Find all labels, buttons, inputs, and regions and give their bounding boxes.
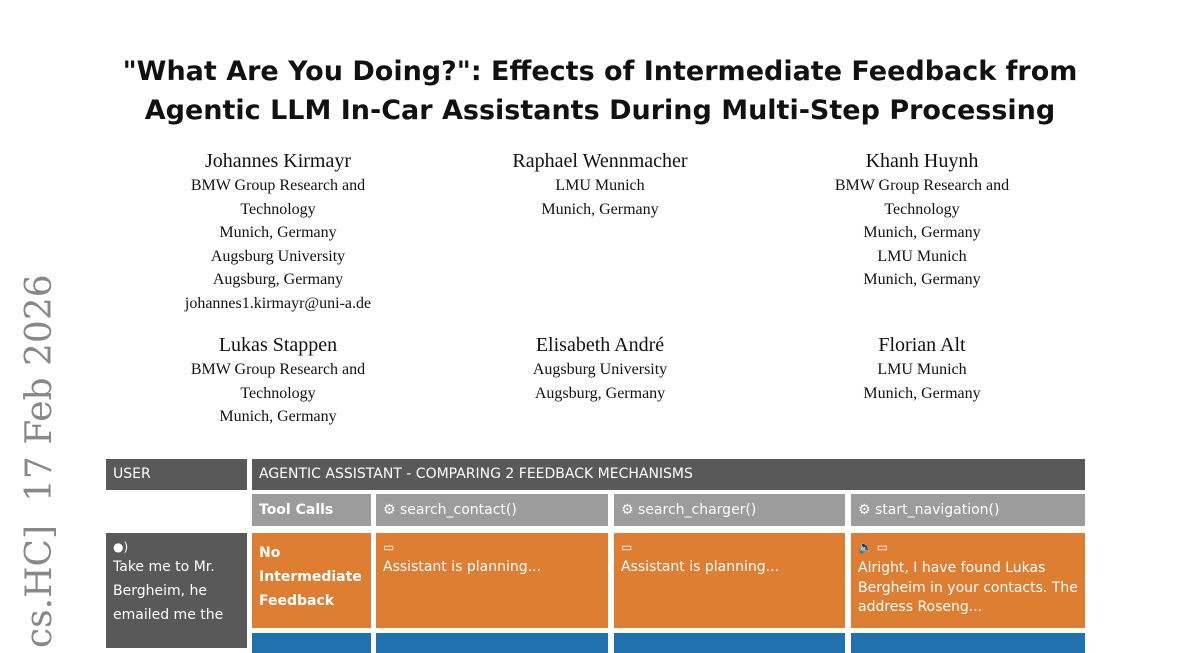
tool-name: search_contact() bbox=[400, 502, 517, 518]
author-affiliation: Munich, Germany bbox=[863, 271, 981, 288]
author-affiliation: Augsburg, Germany bbox=[534, 384, 666, 402]
cell-text: Assistant is planning... bbox=[383, 559, 541, 575]
no-feedback-label: No Intermediate Feedback bbox=[252, 533, 371, 628]
cell-text: Alright, I have found Lukas Bergheim in … bbox=[858, 560, 1078, 615]
arxiv-stamp: cs.HC] 17 Feb 2026 bbox=[19, 274, 60, 648]
chip-icon: ⚙ bbox=[621, 502, 639, 518]
display-icon: ▭ bbox=[383, 540, 395, 554]
author-affiliation: LMU Munich bbox=[555, 177, 645, 194]
author-affiliation: LMU Munich bbox=[877, 361, 967, 378]
author-affiliation: Munich, Germany bbox=[863, 384, 981, 402]
author-affiliation: Technology bbox=[240, 200, 316, 218]
feedback-cell bbox=[614, 633, 845, 653]
author-name: Raphael Wennmacher bbox=[512, 150, 688, 172]
tool-name: search_charger() bbox=[638, 502, 757, 518]
feedback-cell: ▭ Assistant is planning... bbox=[614, 533, 845, 628]
user-utterance-cell: ●) Take me to Mr. Bergheim, he emailed m… bbox=[106, 533, 247, 648]
tool-call-cell: ⚙ start_navigation() bbox=[851, 494, 1085, 526]
author-affiliation: Augsburg University bbox=[532, 361, 668, 378]
chip-icon: ⚙ bbox=[383, 502, 401, 518]
row-label: No Intermediate Feedback bbox=[259, 545, 362, 609]
author-name: Johannes Kirmayr bbox=[204, 150, 352, 172]
author-affiliation: Technology bbox=[240, 384, 316, 402]
tool-name: start_navigation() bbox=[875, 502, 1000, 518]
user-header: USER bbox=[106, 459, 247, 490]
author-affiliation: LMU Munich bbox=[877, 247, 967, 265]
author-block: Florian Alt LMU Munich Munich, Germany bbox=[762, 332, 1082, 405]
tool-calls-label: Tool Calls bbox=[252, 494, 371, 526]
paper-title: "What Are You Doing?": Effects of Interm… bbox=[0, 52, 1200, 130]
title-line: "What Are You Doing?": Effects of Interm… bbox=[122, 56, 1078, 87]
author-affiliation: Augsburg, Germany bbox=[212, 271, 344, 288]
chip-icon: ⚙ bbox=[858, 502, 876, 518]
tool-call-cell: ⚙ search_contact() bbox=[376, 494, 608, 526]
speaker-display-icon: 🔈 ▭ bbox=[858, 540, 889, 554]
author-block: Khanh Huynh BMW Group Research and Technol… bbox=[762, 148, 1082, 292]
author-block: Johannes Kirmayr BMW Group Research and Te… bbox=[118, 148, 438, 315]
author-name: Khanh Huynh bbox=[865, 150, 979, 172]
author-name: Lukas Stappen bbox=[218, 334, 338, 356]
author-affiliation: BMW Group Research and bbox=[834, 177, 1010, 194]
title-line: Agentic LLM In-Car Assistants During Mul… bbox=[144, 95, 1056, 126]
author-block: Elisabeth André Augsburg University Augsbu… bbox=[440, 332, 760, 405]
user-utterance: Take me to Mr. Bergheim, he emailed me t… bbox=[113, 559, 224, 623]
author-affiliation: Munich, Germany bbox=[219, 224, 337, 241]
author-affiliation: johannes1.kirmayr@uni-a.de bbox=[184, 294, 372, 312]
author-affiliation: Munich, Germany bbox=[541, 200, 659, 218]
intermediate-feedback-row bbox=[252, 633, 371, 653]
author-affiliation: Munich, Germany bbox=[863, 224, 981, 241]
author-block: Raphael Wennmacher LMU Munich Munich, Germ… bbox=[440, 148, 760, 221]
speaking-person-icon: ●) bbox=[113, 540, 129, 554]
author-name: Elisabeth André bbox=[535, 334, 665, 356]
author-block: Lukas Stappen BMW Group Research and Techn… bbox=[118, 332, 438, 429]
author-affiliation: BMW Group Research and bbox=[190, 177, 366, 194]
author-affiliation: Augsburg University bbox=[210, 247, 346, 265]
feedback-cell bbox=[851, 633, 1085, 653]
cell-text: Assistant is planning... bbox=[621, 559, 779, 575]
author-affiliation: Technology bbox=[884, 200, 960, 218]
author-name: Florian Alt bbox=[878, 334, 966, 356]
author-affiliation: BMW Group Research and bbox=[190, 361, 366, 378]
feedback-cell: 🔈 ▭ Alright, I have found Lukas Bergheim … bbox=[851, 533, 1085, 628]
tool-call-cell: ⚙ search_charger() bbox=[614, 494, 845, 526]
feedback-cell bbox=[376, 633, 608, 653]
display-icon: ▭ bbox=[621, 540, 633, 554]
author-affiliation: Munich, Germany bbox=[219, 408, 337, 425]
assistant-header: AGENTIC ASSISTANT - COMPARING 2 FEEDBACK… bbox=[252, 459, 1085, 490]
feedback-cell: ▭ Assistant is planning... bbox=[376, 533, 608, 628]
